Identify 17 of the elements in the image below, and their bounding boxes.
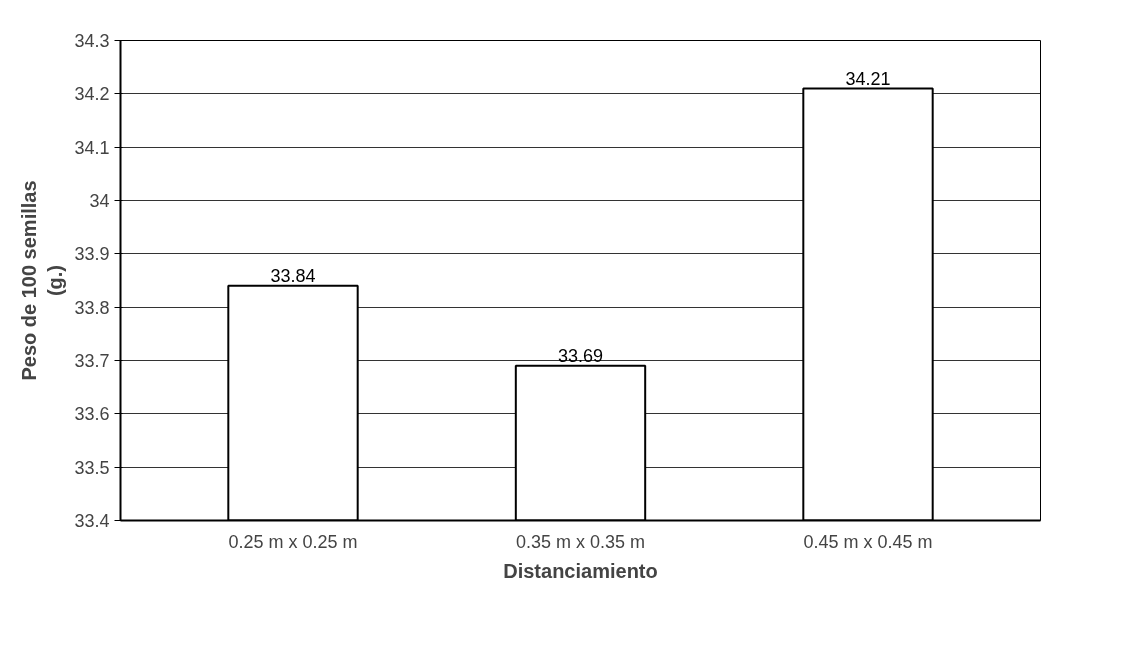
y-tick-label: 33.8 [74, 297, 110, 318]
y-tick-label: 33.4 [74, 511, 110, 531]
x-tick-label: 0.45 m x 0.45 m [803, 531, 933, 552]
data-label: 34.21 [845, 68, 891, 89]
y-tick-label: 34 [89, 191, 110, 211]
y-tick-label: 34.2 [74, 84, 110, 105]
y-tick-label: 34.1 [74, 137, 110, 158]
data-label: 33.84 [270, 265, 316, 286]
y-tick-label: 33.6 [74, 404, 110, 425]
x-tick-label: 0.25 m x 0.25 m [228, 531, 358, 552]
y-tick-label: 33.9 [74, 244, 110, 265]
y-tick-label: 33.5 [74, 457, 110, 478]
y-axis-title: Peso de 100 semillas (g.) [18, 180, 67, 381]
y-tick-label: 33.7 [74, 351, 110, 371]
x-axis-title: Distanciamiento [503, 559, 658, 582]
y-tick-label: 34.3 [74, 31, 110, 51]
x-tick-label: 0.35 m x 0.35 m [515, 531, 646, 552]
